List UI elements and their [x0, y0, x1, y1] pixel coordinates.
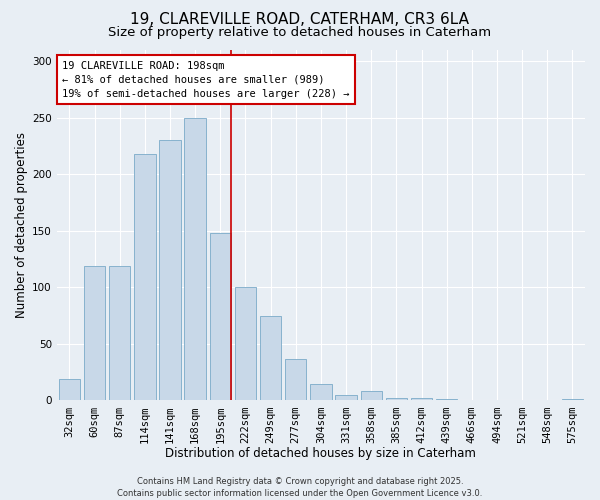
Bar: [310, 384, 332, 400]
Bar: [361, 392, 382, 400]
Y-axis label: Number of detached properties: Number of detached properties: [15, 132, 28, 318]
Text: 19 CLAREVILLE ROAD: 198sqm
← 81% of detached houses are smaller (989)
19% of sem: 19 CLAREVILLE ROAD: 198sqm ← 81% of deta…: [62, 60, 350, 98]
Bar: [84, 266, 105, 400]
Bar: [184, 118, 206, 401]
Bar: [59, 379, 80, 400]
Bar: [159, 140, 181, 400]
Bar: [235, 288, 256, 401]
Bar: [209, 233, 231, 400]
X-axis label: Distribution of detached houses by size in Caterham: Distribution of detached houses by size …: [166, 447, 476, 460]
Bar: [134, 154, 155, 400]
Bar: [335, 395, 357, 400]
Text: Contains HM Land Registry data © Crown copyright and database right 2025.
Contai: Contains HM Land Registry data © Crown c…: [118, 476, 482, 498]
Bar: [411, 398, 432, 400]
Bar: [386, 398, 407, 400]
Text: 19, CLAREVILLE ROAD, CATERHAM, CR3 6LA: 19, CLAREVILLE ROAD, CATERHAM, CR3 6LA: [131, 12, 470, 28]
Bar: [285, 358, 307, 401]
Bar: [109, 266, 130, 400]
Bar: [260, 316, 281, 400]
Text: Size of property relative to detached houses in Caterham: Size of property relative to detached ho…: [109, 26, 491, 39]
